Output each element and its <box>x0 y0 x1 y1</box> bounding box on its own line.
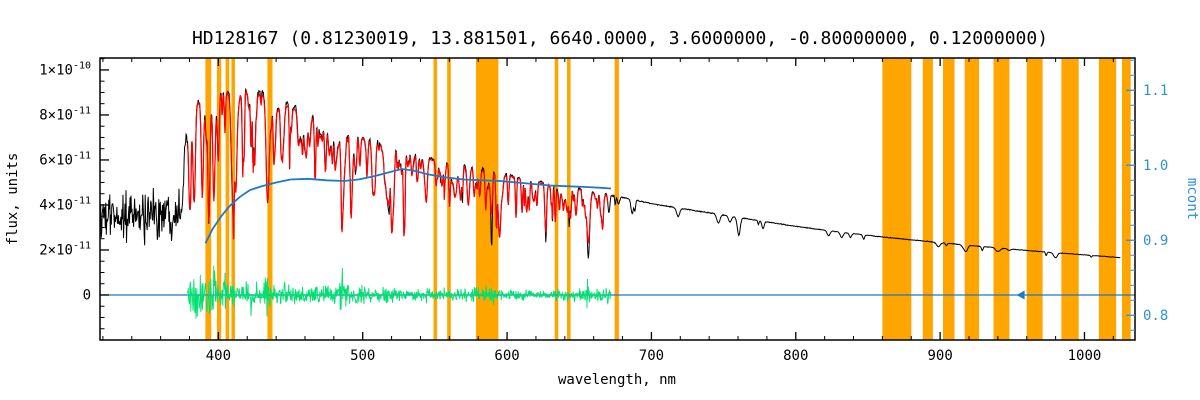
mcont-curve <box>204 168 612 244</box>
x-tick-label: 500 <box>350 348 375 364</box>
y-left-axis-title: flux, units <box>5 153 21 246</box>
x-tick-label: 900 <box>927 348 952 364</box>
data-layer <box>100 87 1135 319</box>
masked-band <box>964 58 980 340</box>
x-tick-label: 600 <box>494 348 519 364</box>
x-tick-label: 400 <box>206 348 231 364</box>
y-left-tick-label: 0 <box>83 287 91 303</box>
x-axis-title: wavelength, nm <box>558 372 676 388</box>
axes-layer: 400 500 600 700 800 900 100002×10-114×10-116×1… <box>39 57 1168 364</box>
masked-band <box>922 58 933 340</box>
y-right-tick-label: 0.8 <box>1143 308 1168 324</box>
masked-band <box>216 58 222 340</box>
masked-band <box>231 58 235 340</box>
masked-band <box>943 58 955 340</box>
residual-trace <box>186 265 612 319</box>
x-tick-label: 700 <box>639 348 664 364</box>
y-right-axis-title: mcont <box>1184 178 1200 220</box>
y-right-tick-label: 1.0 <box>1143 158 1168 174</box>
masked-band <box>476 58 499 340</box>
masked-band <box>1061 58 1079 340</box>
x-tick-label: 1000 <box>1068 348 1102 364</box>
y-right-tick-label: 0.9 <box>1143 233 1168 249</box>
model-spectrum <box>186 89 609 244</box>
plot-frame <box>99 57 1136 341</box>
plot-title: HD128167 (0.81230019, 13.881501, 6640.00… <box>192 28 1048 49</box>
masked-band <box>267 58 273 340</box>
masked-band <box>882 58 912 340</box>
masked-band <box>1122 58 1131 340</box>
x-tick-label: 800 <box>783 348 808 364</box>
zero-line-arrow <box>1016 290 1025 300</box>
masked-band <box>1098 58 1117 340</box>
masked-band <box>225 58 230 340</box>
masked-band <box>993 58 1010 340</box>
masked-band <box>1026 58 1043 340</box>
masked-band <box>567 58 571 340</box>
y-right-tick-label: 1.1 <box>1143 83 1168 99</box>
masked-band <box>433 58 438 340</box>
